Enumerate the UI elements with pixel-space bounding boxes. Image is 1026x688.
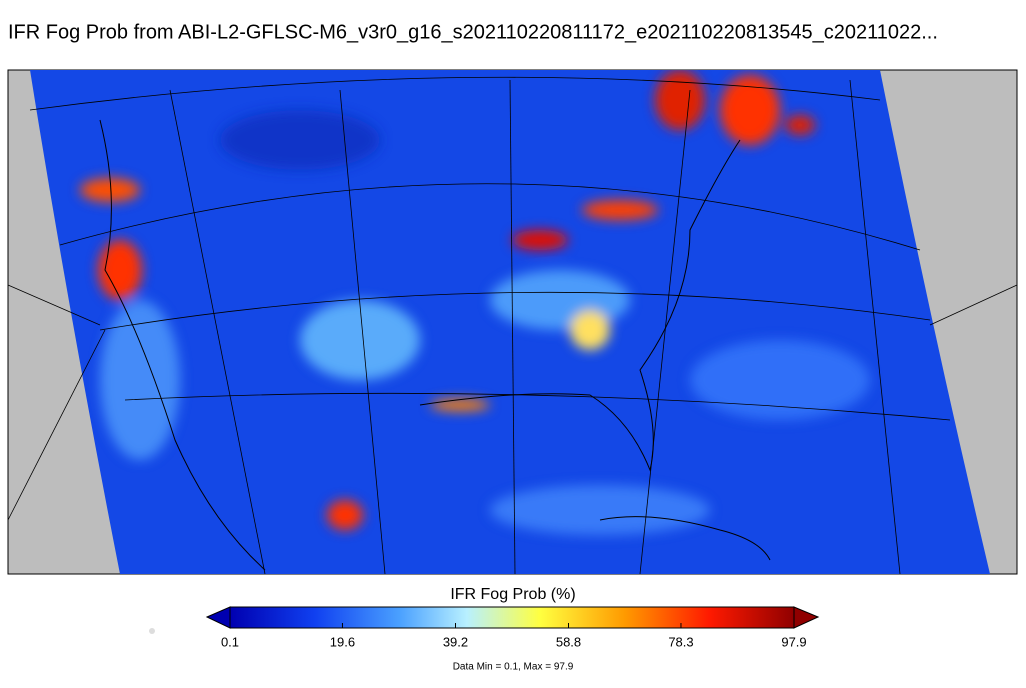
title: IFR Fog Prob from ABI-L2-GFLSC-M6_v3r0_g… [8, 21, 938, 43]
footnote: Data Min = 0.1, Max = 97.9 [453, 662, 574, 673]
satellite-swath [30, 70, 990, 574]
colorbar-tick-label: 58.8 [556, 634, 581, 649]
map [7, 69, 1018, 575]
dot [149, 628, 155, 634]
colorbar-under-arrow [205, 606, 231, 629]
fog-field [80, 70, 870, 535]
colorbar: IFR Fog Prob (%) 0.1 19.6 39.2 58.8 78.3 97.9 [205, 586, 820, 649]
colorbar-tick-label: 97.9 [781, 634, 806, 649]
colorbar-tick-label: 0.1 [221, 634, 239, 649]
colorbar-over-arrow [793, 606, 820, 629]
colorbar-tick-label: 78.3 [668, 634, 693, 649]
graticule [7, 76, 1018, 575]
colorbar-gradient [229, 606, 795, 629]
colorbar-tick-label: 39.2 [443, 634, 468, 649]
coastlines [99, 119, 771, 571]
colorbar-tick-label: 19.6 [330, 634, 355, 649]
colorbar-label: IFR Fog Prob (%) [450, 586, 575, 603]
